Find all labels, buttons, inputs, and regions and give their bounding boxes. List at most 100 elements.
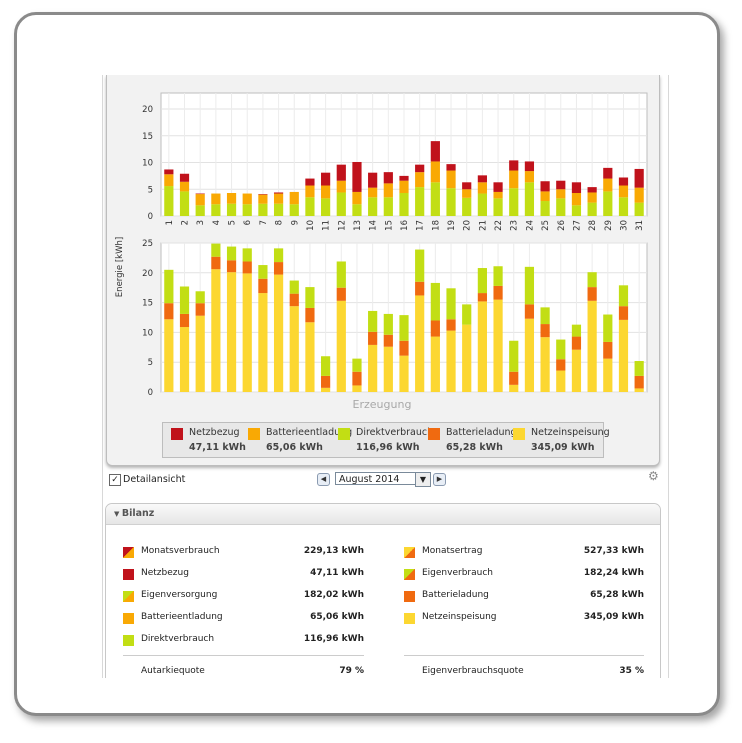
consumption-bar-batterieentladung xyxy=(195,194,205,206)
month-select[interactable]: August 2014 xyxy=(335,472,425,485)
generation-bar-direktverbrauch xyxy=(524,266,535,305)
consumption-bar-direktverbrauch xyxy=(226,203,237,216)
consumption-bar-direktverbrauch xyxy=(509,188,519,216)
generation-bar-direktverbrauch xyxy=(618,285,629,307)
generation-y-tick-label: 20 xyxy=(142,269,153,279)
bilanz-separator xyxy=(123,655,364,656)
x-tick-label: 25 xyxy=(541,220,551,231)
bilanz-row-value: 65,06 kWh xyxy=(310,612,364,622)
generation-bar-direktverbrauch xyxy=(415,249,425,282)
x-tick-label: 24 xyxy=(525,220,535,231)
consumption-bar-netzbezug xyxy=(477,175,487,183)
bilanz-row-value: 182,24 kWh xyxy=(583,568,644,578)
color-swatch-icon xyxy=(123,569,134,580)
generation-bar-batterieladung xyxy=(352,371,362,386)
generation-bar-netzeinspeisung xyxy=(556,370,566,392)
consumption-bar-direktverbrauch xyxy=(164,186,174,216)
consumption-bar-batterieentladung xyxy=(242,193,252,205)
generation-bar-direktverbrauch xyxy=(399,315,409,341)
next-month-button[interactable]: ▶ xyxy=(433,473,446,486)
color-swatch-icon xyxy=(123,613,134,624)
generation-bar-netzeinspeisung xyxy=(352,385,362,392)
generation-bar-netzeinspeisung xyxy=(571,349,582,392)
consumption-y-tick-label: 0 xyxy=(148,212,153,222)
consumption-bar-batterieentladung xyxy=(603,178,613,192)
consumption-bar-netzbezug xyxy=(430,141,440,162)
generation-bar-direktverbrauch xyxy=(273,248,284,263)
consumption-bar-batterieentladung xyxy=(462,189,472,198)
consumption-bar-direktverbrauch xyxy=(352,204,362,216)
generation-bar-netzeinspeisung xyxy=(618,319,629,392)
detail-checkbox-label[interactable]: Detailansicht xyxy=(123,474,186,485)
generation-bar-batterieladung xyxy=(289,293,299,307)
generation-bar-netzeinspeisung xyxy=(603,358,613,392)
detail-checkbox[interactable]: ✓ xyxy=(109,474,121,486)
generation-bar-batterieladung xyxy=(446,319,456,331)
legend-value: 65,06 kWh xyxy=(266,442,323,453)
x-tick-label: 1 xyxy=(165,220,175,225)
consumption-bar-direktverbrauch xyxy=(336,192,346,216)
generation-bar-batterieladung xyxy=(634,375,644,389)
generation-bar-netzeinspeisung xyxy=(242,273,252,392)
consumption-bar-netzbezug xyxy=(415,164,425,173)
generation-y-tick-label: 10 xyxy=(142,328,153,338)
consumption-bar-direktverbrauch xyxy=(242,204,252,216)
legend-swatch xyxy=(171,428,183,440)
bilanz-header[interactable]: ▼ Bilanz xyxy=(106,504,660,525)
x-tick-label: 5 xyxy=(228,220,238,225)
color-swatch-icon xyxy=(123,547,134,558)
consumption-bar-netzbezug xyxy=(179,173,190,182)
generation-bar-direktverbrauch xyxy=(493,266,503,286)
consumption-bar-batterieentladung xyxy=(273,193,284,204)
consumption-bar-batterieentladung xyxy=(430,161,440,183)
x-tick-label: 18 xyxy=(431,220,441,231)
consumption-bar-direktverbrauch xyxy=(587,202,597,216)
consumption-bar-netzbezug xyxy=(634,168,644,188)
consumption-bar-batterieentladung xyxy=(509,170,519,189)
consumption-bar-batterieentladung xyxy=(211,193,221,205)
consumption-bar-direktverbrauch xyxy=(446,188,456,216)
x-tick-label: 11 xyxy=(322,220,332,231)
consumption-y-tick-label: 10 xyxy=(142,159,153,169)
generation-bar-direktverbrauch xyxy=(179,286,190,314)
consumption-y-tick-label: 15 xyxy=(142,132,153,142)
bilanz-separator xyxy=(404,655,644,656)
month-select-dropdown[interactable]: ▼ xyxy=(415,472,431,487)
legend-value: 116,96 kWh xyxy=(356,442,420,453)
x-tick-label: 17 xyxy=(416,220,426,231)
generation-bar-direktverbrauch xyxy=(305,287,315,308)
arrow-right-icon: ▶ xyxy=(436,475,443,483)
consumption-bar-direktverbrauch xyxy=(305,197,315,216)
generation-bar-batterieladung xyxy=(556,359,566,371)
generation-bar-batterieladung xyxy=(509,371,519,385)
previous-month-button[interactable]: ◀ xyxy=(317,473,330,486)
bilanz-row-label: Netzeinspeisung xyxy=(422,612,497,622)
generation-y-tick-label: 15 xyxy=(142,299,153,309)
bilanz-row-value: 47,11 kWh xyxy=(310,568,364,578)
consumption-bar-netzbezug xyxy=(556,180,566,190)
consumption-bar-direktverbrauch xyxy=(399,193,409,216)
generation-bar-direktverbrauch xyxy=(383,313,393,335)
generation-bar-netzeinspeisung xyxy=(258,293,268,392)
consumption-bar-batterieentladung xyxy=(587,192,597,203)
generation-bar-direktverbrauch xyxy=(540,307,550,325)
consumption-bar-batterieentladung xyxy=(321,185,331,199)
consumption-bar-direktverbrauch xyxy=(571,205,582,216)
legend-name: Direktverbrauch xyxy=(356,427,434,438)
bilanz-row: Monatsertrag 527,33 kWh xyxy=(404,546,644,560)
x-tick-label: 10 xyxy=(306,220,316,231)
bilanz-row: Batterieentladung 65,06 kWh xyxy=(123,612,364,626)
consumption-bar-direktverbrauch xyxy=(430,182,440,216)
bilanz-row-label: Eigenverbrauch xyxy=(422,568,493,578)
generation-bar-netzeinspeisung xyxy=(226,272,237,392)
quota-label: Autarkiequote xyxy=(141,666,205,676)
settings-icon[interactable]: ⚙ xyxy=(648,469,659,483)
x-tick-label: 31 xyxy=(635,220,645,231)
consumption-bar-batterieentladung xyxy=(634,187,644,203)
generation-bar-netzeinspeisung xyxy=(289,306,299,392)
generation-bar-batterieladung xyxy=(305,307,315,323)
generation-bar-batterieladung xyxy=(383,334,393,347)
consumption-bar-batterieentladung xyxy=(493,191,503,199)
generation-bar-netzeinspeisung xyxy=(462,324,472,392)
bilanz-row-value: 229,13 kWh xyxy=(303,546,364,556)
